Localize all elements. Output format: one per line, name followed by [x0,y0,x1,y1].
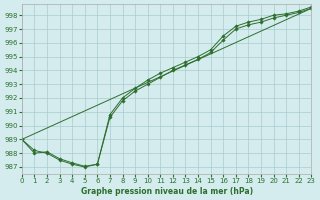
X-axis label: Graphe pression niveau de la mer (hPa): Graphe pression niveau de la mer (hPa) [81,187,253,196]
